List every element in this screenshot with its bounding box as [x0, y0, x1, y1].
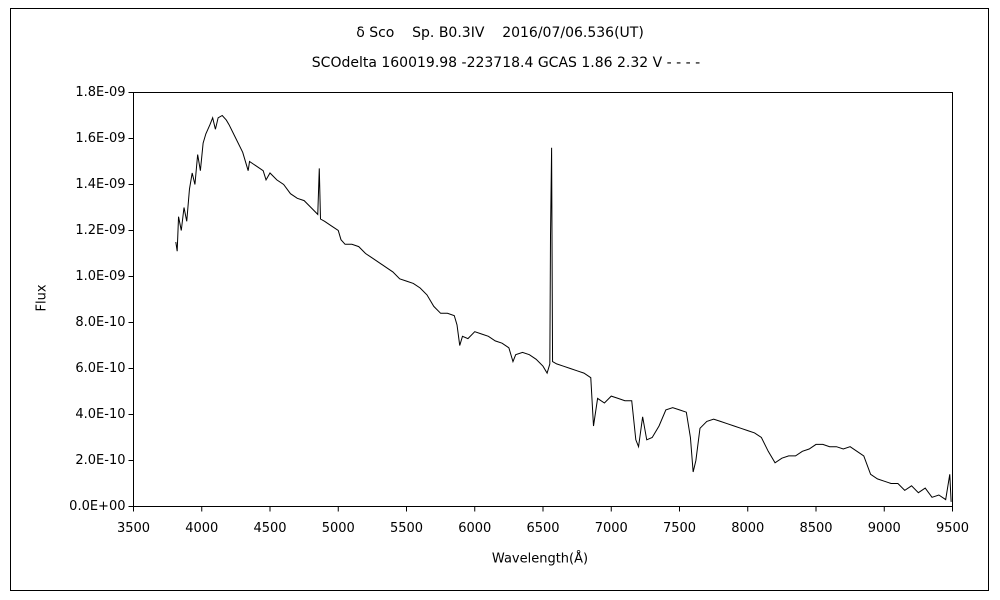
y-tick-label: 2.0E-10 [75, 453, 125, 468]
x-tick-label: 4500 [253, 521, 286, 536]
y-tick-label: 0.0E+00 [69, 499, 125, 514]
x-axis-label: Wavelength(Å) [492, 551, 588, 567]
x-tick-label: 4000 [185, 521, 218, 536]
x-tick-label: 5500 [390, 521, 423, 536]
x-tick-label: 6000 [458, 521, 491, 536]
x-tick-label: 9000 [868, 521, 901, 536]
chart-title: δ Sco Sp. B0.3IV 2016/07/06.536(UT) [356, 25, 644, 41]
y-axis-label: Flux [35, 284, 50, 311]
y-tick-label: 4.0E-10 [75, 407, 125, 422]
x-tick-label: 8000 [731, 521, 764, 536]
y-tick-label: 1.6E-09 [75, 131, 125, 146]
y-tick-label: 1.2E-09 [75, 223, 125, 238]
x-tick-label: 8500 [799, 521, 832, 536]
chart-subtitle: SCOdelta 160019.98 -223718.4 GCAS 1.86 2… [312, 55, 700, 71]
x-tick-label: 5000 [322, 521, 355, 536]
x-tick-label: 7000 [595, 521, 628, 536]
spectrum-line [175, 114, 952, 502]
y-tick-label: 1.0E-09 [75, 269, 125, 284]
x-tick-label: 6500 [526, 521, 559, 536]
x-tick-label: 7500 [663, 521, 696, 536]
y-tick-label: 1.8E-09 [75, 85, 125, 100]
x-tick-label: 3500 [117, 521, 150, 536]
x-tick-label: 9500 [936, 521, 969, 536]
plot-area [133, 92, 953, 507]
y-tick-label: 8.0E-10 [75, 315, 125, 330]
y-tick-label: 6.0E-10 [75, 361, 125, 376]
y-tick-label: 1.4E-09 [75, 177, 125, 192]
